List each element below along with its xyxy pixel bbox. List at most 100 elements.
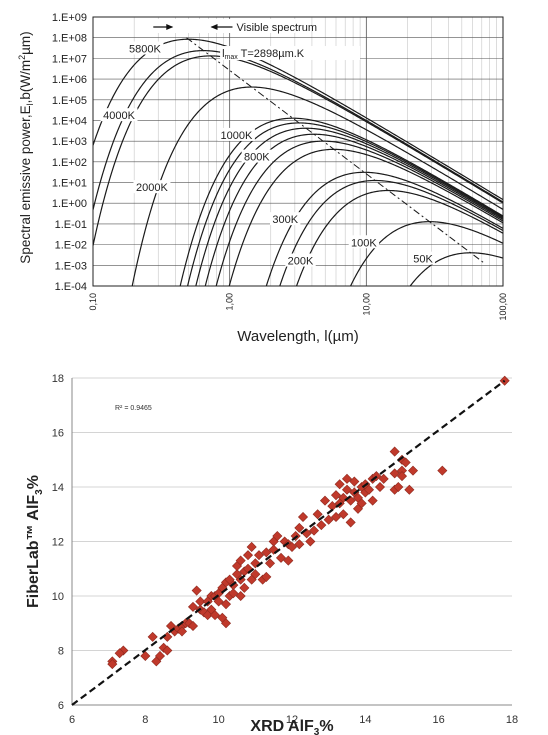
y-axis-title-main: Spectral emissive power,E	[18, 105, 33, 263]
blackbody-curve-50k	[409, 252, 503, 286]
x-tick-label: 16	[433, 714, 445, 726]
y-tick-label: 1.E+08	[52, 33, 87, 45]
data-point	[294, 522, 305, 533]
curve-label-1000k: 1000K	[220, 130, 252, 142]
y-axis-title-main: FiberLab™ AlF	[25, 495, 42, 608]
curve-label-bg	[241, 149, 273, 163]
y-tick-label: 1.E+06	[52, 74, 87, 86]
data-point	[283, 555, 294, 566]
blackbody-curve-250k	[279, 179, 503, 286]
y-axis-title-units: ,b(W/m	[18, 60, 33, 104]
data-point	[220, 618, 232, 629]
wien-label-bg	[220, 46, 361, 61]
y-tick-label: 10	[52, 591, 64, 603]
wien-displacement-line	[186, 37, 485, 264]
data-point	[114, 648, 125, 659]
data-point	[253, 550, 265, 561]
data-point	[261, 571, 272, 582]
wien-label-sub: max	[225, 54, 239, 61]
data-point	[228, 588, 239, 599]
data-point	[191, 585, 202, 596]
data-point	[235, 555, 246, 566]
trendline	[71, 379, 506, 706]
blackbody-curve-1000k	[179, 117, 503, 286]
y-axis-title-sup: 2	[17, 55, 27, 60]
visible-spectrum-bg	[145, 19, 296, 33]
y-tick-label: 16	[52, 428, 64, 440]
x-tick-label: 18	[506, 714, 518, 726]
data-point	[297, 511, 309, 522]
y-tick-label: 1.E+00	[52, 198, 87, 210]
data-point	[140, 650, 151, 661]
data-point	[220, 599, 232, 610]
data-point	[378, 473, 389, 484]
visible-spectrum-label: Visible spectrum	[236, 22, 317, 34]
data-point	[286, 541, 298, 552]
r-squared-label: R² = 0.9465	[115, 405, 152, 412]
data-point	[294, 539, 305, 550]
curve-label-100k: 100K	[351, 237, 377, 249]
data-point	[213, 596, 224, 607]
visible-spectrum-left-arrowhead	[166, 24, 174, 30]
data-point	[389, 468, 400, 479]
curve-label-bg	[285, 253, 316, 267]
blackbody-curve-2000k	[131, 86, 503, 286]
x-tick-label: 14	[359, 714, 371, 726]
data-point	[389, 446, 400, 457]
y-tick-label: 1.E+02	[52, 157, 87, 169]
data-point	[404, 484, 415, 495]
data-point	[393, 481, 404, 493]
x-axis-title: XRD AlF3%	[250, 718, 333, 735]
curve-label-200k: 200K	[288, 256, 314, 268]
y-axis-title-sub: 3	[34, 489, 45, 495]
blackbody-curve-900k	[186, 122, 503, 286]
data-point	[162, 645, 173, 656]
data-point	[374, 481, 386, 493]
x-tick-label: 1,00	[225, 293, 235, 311]
data-point	[154, 650, 166, 661]
data-point	[367, 495, 378, 506]
data-point	[349, 476, 360, 487]
x-axis-title-tail: %	[319, 718, 333, 735]
data-point	[407, 465, 419, 476]
blackbody-curve-700k	[204, 133, 503, 286]
data-point	[312, 509, 323, 520]
data-point	[242, 550, 254, 561]
y-tick-label: 1.E+05	[52, 95, 87, 107]
data-point	[176, 626, 188, 637]
data-point	[308, 525, 320, 536]
y-tick-label: 18	[52, 373, 64, 385]
y-tick-label: 14	[52, 482, 64, 494]
y-tick-label: 12	[52, 537, 64, 549]
data-point	[334, 479, 345, 490]
x-tick-label: 12	[286, 714, 298, 726]
curve-label-bg	[100, 108, 138, 122]
x-axis-title-main: XRD AlF	[250, 718, 314, 735]
data-point	[272, 531, 283, 542]
x-tick-label: 10,00	[361, 293, 371, 316]
x-tick-label: 10	[213, 714, 225, 726]
x-axis-title: Wavelength, l(µm)	[237, 328, 358, 345]
y-tick-label: 1.E+09	[52, 12, 87, 24]
data-point	[209, 610, 221, 621]
y-axis-title: FiberLab™ AlF3%	[25, 475, 45, 608]
y-tick-label: 1.E+04	[52, 115, 87, 127]
data-point	[305, 536, 316, 547]
curve-label-bg	[411, 251, 435, 265]
blackbody-curve-100k	[349, 221, 503, 286]
blackbody-curve-500k	[228, 148, 503, 286]
wien-label: lmax T=2898µm.K	[222, 48, 305, 61]
x-tick-label: 100,00	[498, 293, 508, 321]
y-axis-title-units-tail: µm)	[18, 31, 33, 55]
data-point	[261, 547, 272, 558]
curve-label-5800k: 5800K	[129, 44, 161, 56]
y-tick-label: 1.E+01	[52, 178, 87, 190]
y-axis-title: Spectral emissive power,El,b(W/m2µm)	[17, 31, 35, 263]
data-point	[187, 601, 199, 612]
visible-spectrum-right-arrowhead	[210, 24, 218, 30]
blackbody-curve-200k	[295, 189, 503, 286]
data-point	[268, 544, 279, 555]
data-point	[147, 631, 158, 642]
